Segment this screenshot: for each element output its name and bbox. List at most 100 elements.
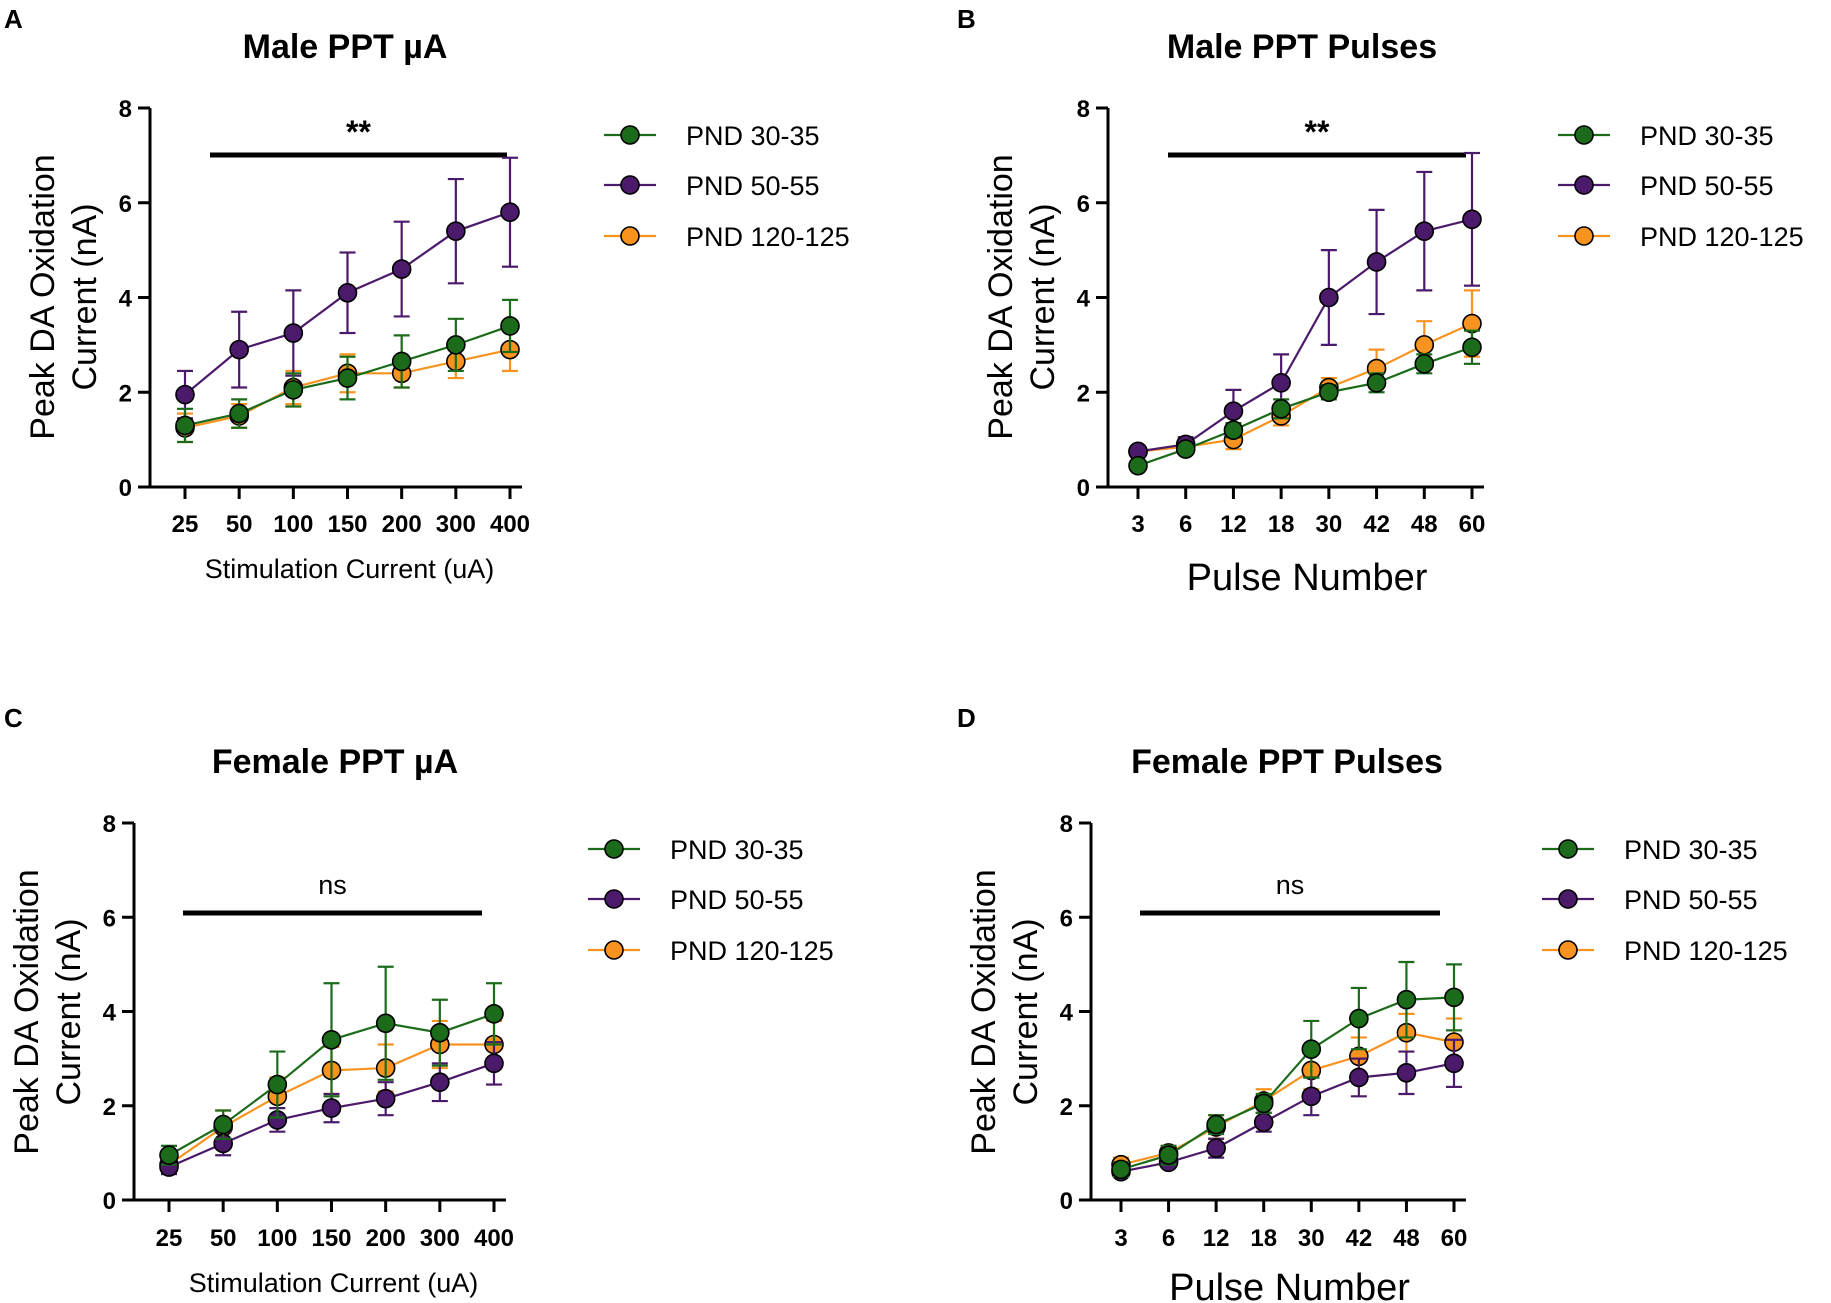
data-point — [391, 259, 412, 279]
data-point — [337, 282, 358, 303]
data-point — [159, 1145, 179, 1166]
legend-label: PND 120-125 — [686, 222, 850, 252]
legend-label: PND 50-55 — [670, 885, 804, 915]
legend-marker — [620, 125, 640, 145]
x-tick-label: 60 — [1441, 1225, 1468, 1252]
chart-title: Female PPT µA — [212, 743, 458, 781]
legend-label: PND 50-55 — [686, 171, 820, 201]
y-axis-label: Peak DA Oxidation Current (nA) — [982, 154, 1062, 439]
legend-marker — [604, 839, 624, 859]
x-tick-label: 3 — [1131, 511, 1144, 538]
data-point — [430, 1072, 450, 1092]
data-point — [1349, 1008, 1369, 1029]
data-point — [1206, 1114, 1226, 1135]
x-tick-label: 42 — [1346, 1225, 1373, 1252]
chart-title: Female PPT Pulses — [1131, 743, 1443, 781]
panel-d: D Female PPT Pulses 0 2 4 6 8 3 6 12 18 30 42 48 60 Pul… — [957, 703, 1788, 1303]
legend-marker — [620, 226, 640, 246]
x-tick-label: 200 — [382, 511, 422, 538]
series-pnd-50-55 — [1128, 151, 1482, 462]
legend-item: PND 50-55 — [588, 885, 804, 915]
series-pnd-50-55 — [159, 1041, 504, 1177]
legend-item: PND 30-35 — [1542, 835, 1758, 865]
legend-item: PND 50-55 — [1542, 885, 1758, 915]
x-tick-label: 3 — [1114, 1225, 1127, 1252]
data-point — [1271, 372, 1291, 393]
data-point — [1271, 399, 1291, 419]
series-pnd-120-125 — [1128, 289, 1482, 462]
x-tick-label: 18 — [1268, 511, 1295, 538]
x-tick-label: 60 — [1459, 511, 1486, 538]
y-tick-label: 4 — [1077, 286, 1091, 313]
legend-item: PND 30-35 — [1558, 121, 1774, 151]
legend-label: PND 50-55 — [1624, 885, 1758, 915]
legend-marker — [604, 889, 624, 909]
data-point — [283, 380, 304, 400]
legend-label: PND 30-35 — [1624, 835, 1758, 865]
data-point — [1444, 1053, 1464, 1074]
data-point — [446, 221, 466, 241]
legend-marker — [1574, 226, 1594, 246]
data-point — [1462, 337, 1482, 358]
data-point — [500, 316, 520, 336]
data-point — [1253, 1112, 1274, 1133]
data-point — [267, 1074, 288, 1095]
y-axis-label: Peak DA Oxidation Current (nA) — [24, 154, 104, 439]
y-tick-label: 8 — [103, 811, 116, 838]
data-point — [1366, 372, 1387, 393]
legend-item: PND 120-125 — [1558, 222, 1804, 252]
legend-label: PND 120-125 — [670, 936, 834, 966]
legend-label: PND 30-35 — [1640, 121, 1774, 151]
y-tick-label: 4 — [1060, 1000, 1074, 1027]
y-tick-label: 8 — [1077, 96, 1090, 123]
data-point — [1223, 401, 1244, 422]
legend-item: PND 30-35 — [604, 121, 820, 151]
data-point — [430, 1022, 450, 1043]
x-tick-label: 400 — [474, 1225, 514, 1252]
data-point — [1319, 287, 1339, 308]
data-point — [1349, 1067, 1369, 1088]
panel-letter: B — [957, 4, 976, 34]
data-point — [375, 1088, 396, 1109]
data-point — [229, 339, 249, 360]
x-tick-label: 100 — [273, 511, 313, 538]
x-tick-label: 30 — [1316, 511, 1343, 538]
panel-letter: C — [4, 703, 23, 733]
data-point — [500, 202, 520, 223]
data-point — [446, 335, 466, 355]
legend-marker — [620, 175, 640, 195]
legend-item: PND 120-125 — [604, 222, 850, 252]
x-tick-label: 50 — [226, 511, 253, 538]
panel-a: A Male PPT µA 0 2 4 6 8 25 50 100 150 200 300 400 Stim… — [4, 4, 850, 584]
x-tick-label: 42 — [1363, 511, 1390, 538]
y-tick-label: 4 — [119, 286, 133, 313]
y-tick-label: 0 — [1060, 1188, 1073, 1215]
x-axis-label: Pulse Number — [1169, 1267, 1410, 1303]
data-point — [1414, 354, 1435, 374]
significance-label: ** — [346, 114, 371, 150]
legend-item: PND 50-55 — [604, 171, 820, 201]
series-pnd-30-35 — [1128, 329, 1482, 476]
data-point — [1366, 252, 1387, 272]
legend-label: PND 120-125 — [1624, 936, 1788, 966]
data-point — [1319, 382, 1339, 403]
y-tick-label: 6 — [103, 905, 116, 932]
data-point — [1301, 1086, 1322, 1107]
y-tick-label: 6 — [119, 191, 132, 218]
legend-marker — [1574, 175, 1594, 195]
chart-title: Male PPT µA — [243, 28, 448, 66]
y-tick-label: 4 — [103, 1000, 117, 1027]
x-tick-label: 48 — [1393, 1225, 1420, 1252]
data-point — [1462, 209, 1482, 230]
series-pnd-30-35 — [175, 298, 520, 444]
x-tick-label: 6 — [1179, 511, 1192, 538]
y-tick-label: 6 — [1077, 191, 1090, 218]
data-point — [1444, 987, 1464, 1008]
x-tick-label: 50 — [210, 1225, 237, 1252]
y-tick-label: 6 — [1060, 905, 1073, 932]
x-tick-label: 400 — [490, 511, 530, 538]
series-pnd-30-35 — [1111, 960, 1464, 1180]
legend-label: PND 30-35 — [670, 835, 804, 865]
data-point — [391, 351, 412, 372]
data-point — [1111, 1159, 1131, 1180]
